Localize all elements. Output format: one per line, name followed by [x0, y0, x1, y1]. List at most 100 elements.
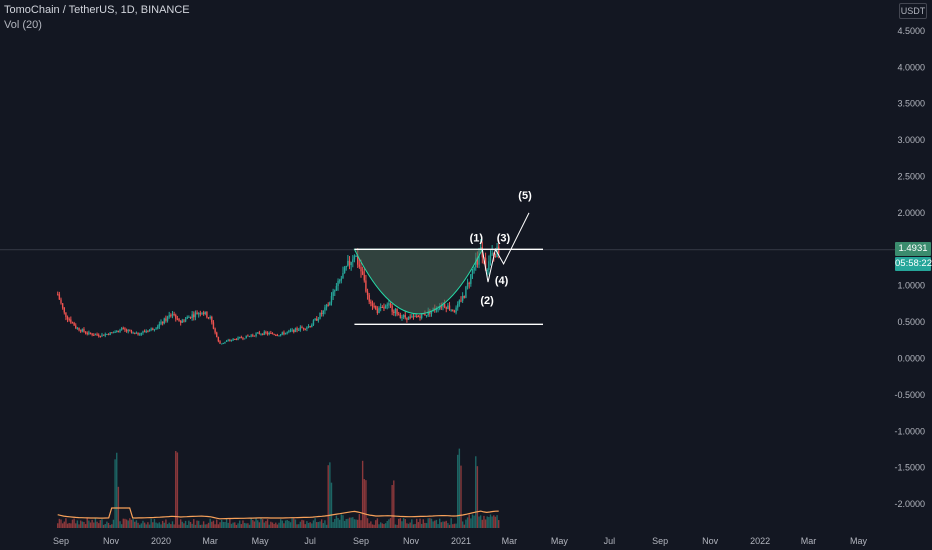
wave-label: (4)	[495, 275, 509, 287]
volume-bar	[237, 523, 239, 528]
candle-body	[268, 332, 270, 335]
candle-body	[88, 332, 90, 334]
volume-bar	[345, 518, 347, 528]
candle-body	[184, 318, 187, 322]
candle-body	[165, 318, 167, 321]
time-tick-label: May	[850, 536, 868, 546]
candle-body	[212, 322, 215, 329]
currency-badge[interactable]: USDT	[899, 3, 927, 19]
volume-bar	[438, 518, 441, 528]
volume-bar	[73, 518, 75, 528]
volume-bar	[357, 519, 359, 528]
time-tick-label: Mar	[502, 536, 518, 546]
volume-bar	[424, 522, 426, 528]
volume-bar	[416, 518, 418, 528]
symbol-title[interactable]: TomoChain / TetherUS, 1D, BINANCE	[4, 4, 190, 16]
time-tick-label: Jul	[604, 536, 616, 546]
volume-bar	[129, 518, 131, 528]
candle-body	[116, 330, 118, 332]
candle-body	[391, 305, 393, 312]
candle-body	[368, 295, 370, 302]
candle-body	[352, 259, 354, 263]
volume-bar	[293, 518, 295, 528]
candle-body	[466, 282, 469, 287]
volume-bar	[302, 520, 305, 528]
candle-body	[334, 290, 336, 292]
volume-bar	[137, 522, 139, 528]
volume-indicator-label[interactable]: Vol (20)	[4, 19, 42, 31]
volume-bar	[91, 519, 93, 528]
candle-body	[220, 343, 223, 345]
volume-bar	[406, 523, 408, 528]
volume-bar	[358, 514, 361, 528]
candle-body	[317, 318, 320, 321]
candle-body	[224, 341, 226, 343]
volume-bar	[263, 522, 265, 528]
volume-bar	[132, 518, 134, 528]
volume-bar	[466, 517, 469, 528]
volume-bar	[283, 523, 285, 528]
price-tick-label: 2.0000	[897, 208, 925, 218]
volume-bar	[455, 523, 457, 528]
volume-bar	[381, 523, 384, 528]
volume-bar	[350, 517, 352, 528]
candle-body	[217, 337, 220, 342]
price-tick-label: -0.5000	[894, 390, 925, 400]
candle-body	[114, 331, 116, 333]
volume-bar	[99, 520, 102, 528]
candle-body	[302, 327, 305, 329]
volume-bar	[371, 524, 374, 528]
volume-bar	[171, 521, 174, 528]
candle-body	[196, 312, 198, 315]
volume-bar	[307, 522, 310, 528]
volume-bar	[347, 518, 349, 528]
volume-bar	[170, 524, 172, 528]
candle-body	[455, 307, 457, 313]
candle-body	[240, 337, 243, 339]
volume-bar	[450, 518, 452, 528]
candle-body	[170, 315, 172, 317]
candle-body	[394, 308, 397, 314]
candle-body	[360, 266, 362, 272]
time-tick-label: Sep	[53, 536, 69, 546]
volume-bar	[461, 521, 464, 528]
candle-body	[225, 341, 228, 343]
volume-bar	[168, 522, 170, 528]
candle-body	[406, 317, 408, 320]
volume-bar	[71, 519, 74, 528]
candle-body	[416, 315, 418, 317]
candle-body	[119, 329, 121, 333]
candle-body	[81, 329, 84, 332]
volume-bar	[107, 522, 110, 528]
volume-bar	[476, 466, 479, 528]
candle-body	[389, 303, 392, 306]
volume-bar	[370, 521, 372, 528]
candle-body	[86, 332, 88, 334]
candle-body	[437, 309, 439, 311]
candle-body	[166, 316, 169, 321]
volume-bar	[76, 520, 79, 528]
volume-bar	[94, 518, 97, 528]
candle-body	[209, 316, 211, 318]
candle-body	[494, 255, 497, 258]
volume-bar	[191, 523, 193, 528]
candlestick-series	[57, 238, 500, 345]
candle-body	[107, 333, 110, 335]
volume-bar	[268, 524, 270, 528]
volume-bar	[124, 518, 126, 528]
price-tick-label: 4.0000	[897, 62, 925, 72]
candle-body	[271, 332, 274, 335]
volume-bar	[278, 522, 280, 528]
candle-body	[148, 329, 151, 332]
price-tick-label: 3.5000	[897, 99, 925, 109]
candle-body	[61, 303, 64, 308]
candle-body	[191, 314, 193, 318]
volume-bar	[199, 524, 202, 528]
candle-body	[438, 306, 441, 310]
candle-body	[363, 274, 365, 281]
volume-bar	[78, 524, 80, 528]
volume-bar	[458, 448, 461, 528]
candle-body	[460, 300, 462, 302]
candle-body	[307, 326, 310, 328]
